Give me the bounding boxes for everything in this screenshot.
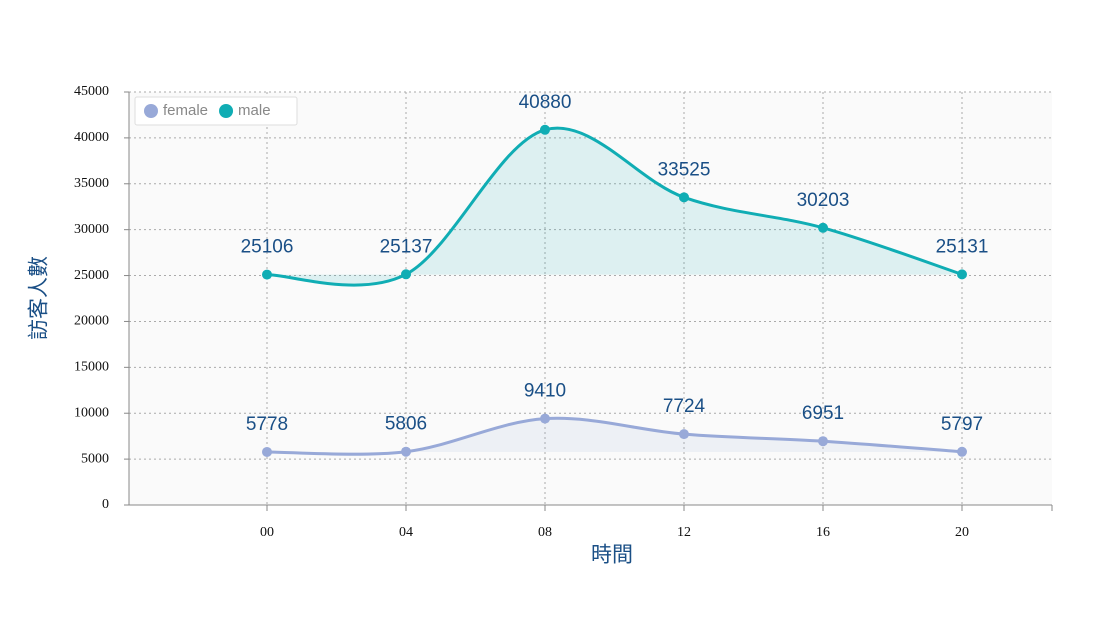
y-axis-label: 訪客人數 — [28, 256, 51, 340]
x-tick-label: 04 — [399, 525, 413, 540]
data-label: 5797 — [941, 414, 983, 435]
y-tick-label: 25000 — [74, 268, 109, 283]
y-tick-label: 45000 — [74, 84, 109, 99]
y-tick-label: 35000 — [74, 176, 109, 191]
legend-marker — [219, 104, 234, 118]
x-tick-label: 12 — [677, 525, 691, 540]
data-label: 33525 — [658, 159, 711, 180]
x-axis-label: 時間 — [591, 544, 633, 567]
y-tick-label: 10000 — [74, 405, 109, 420]
legend-label: male — [238, 102, 271, 119]
y-tick-label: 0 — [102, 497, 109, 512]
x-tick-label: 00 — [260, 525, 274, 540]
point — [957, 446, 967, 457]
area — [267, 128, 962, 286]
point — [262, 269, 272, 280]
point — [401, 269, 411, 280]
point — [818, 222, 828, 233]
x-tick-label: 16 — [816, 525, 830, 540]
data-label: 30203 — [797, 190, 850, 211]
data-label: 40880 — [519, 92, 572, 113]
point — [957, 269, 967, 280]
data-label: 25106 — [241, 237, 294, 258]
data-label: 25131 — [936, 236, 989, 257]
line — [266, 126, 963, 287]
point — [679, 429, 689, 440]
x-tick-label: 08 — [538, 525, 552, 540]
point — [679, 192, 689, 203]
data-label: 5778 — [246, 414, 288, 435]
data-label: 9410 — [524, 381, 566, 402]
y-tick-label: 5000 — [81, 451, 109, 466]
point — [401, 446, 411, 457]
point — [818, 436, 828, 447]
y-tick-label: 40000 — [74, 130, 109, 145]
plot-background — [129, 92, 1052, 505]
y-tick-label: 20000 — [74, 314, 109, 329]
legend-box — [134, 96, 298, 126]
data-label: 7724 — [663, 396, 706, 417]
line — [266, 416, 963, 456]
data-label: 6951 — [802, 403, 844, 424]
legend-marker — [144, 104, 158, 118]
legend-label: female — [163, 102, 208, 119]
data-label: 5806 — [385, 414, 427, 435]
y-tick-label: 15000 — [74, 360, 109, 375]
point — [540, 413, 550, 424]
point — [540, 124, 550, 135]
data-label: 25137 — [380, 236, 433, 257]
point — [262, 446, 272, 457]
x-tick-label: 20 — [955, 525, 969, 540]
y-tick-label: 30000 — [74, 222, 109, 237]
